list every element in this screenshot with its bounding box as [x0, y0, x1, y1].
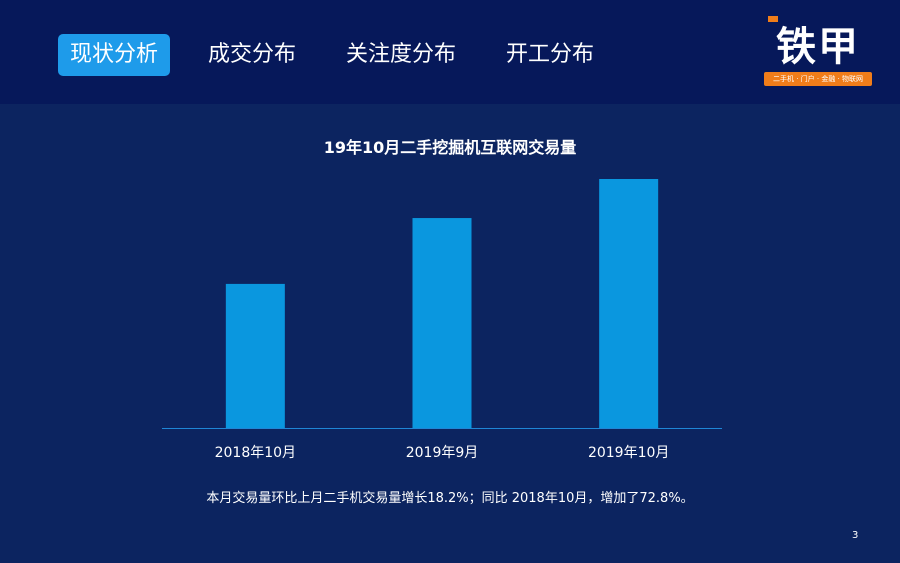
- tab-current-status[interactable]: 现状分析: [58, 34, 171, 76]
- bar-2: [412, 218, 472, 428]
- section-tabs: 现状分析 成交分布 关注度分布 开工分布: [58, 33, 632, 77]
- tab-transaction-distribution[interactable]: 成交分布: [208, 42, 297, 67]
- logo-accent-mark: [768, 16, 778, 22]
- tab-operation-distribution[interactable]: 开工分布: [506, 42, 595, 67]
- chart-title: 19年10月二手挖掘机互联网交易量: [323, 138, 577, 157]
- tab-attention-distribution[interactable]: 关注度分布: [346, 42, 457, 67]
- bar-3: [599, 179, 659, 428]
- logo-text: 铁甲: [776, 24, 860, 70]
- page-number: 3: [852, 530, 859, 541]
- brand-logo: 铁甲 二手机 · 门户 · 金融 · 物联网: [762, 14, 874, 90]
- x-tick-label: 2018年10月: [215, 445, 296, 461]
- chart-summary-note: 本月交易量环比上月二手机交易量增长18.2%；同比 2018年10月，增加了72…: [206, 491, 694, 506]
- logo-tagline: 二手机 · 门户 · 金融 · 物联网: [764, 72, 872, 86]
- x-tick-label: 2019年10月: [588, 445, 669, 461]
- bar-1: [225, 283, 285, 428]
- x-tick-label: 2019年9月: [406, 445, 479, 461]
